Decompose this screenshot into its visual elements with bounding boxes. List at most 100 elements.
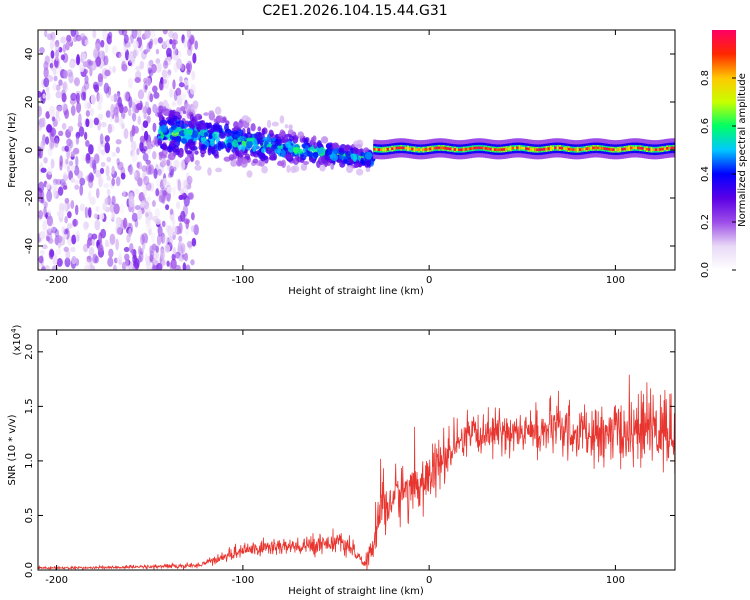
heatmap-cell [75,155,79,167]
heatmap-cell [117,161,124,171]
heatmap-cell [137,115,142,125]
heatmap-cell [130,112,135,119]
colorbar-label: Normalized spectral amplitude [737,73,748,227]
heatmap-cell [514,146,517,150]
heatmap-cell [95,56,102,67]
heatmap-cell [155,48,160,55]
heatmap-cell [182,262,187,270]
heatmap-cell [572,148,575,151]
heatmap-cell [122,190,126,198]
heatmap-cell [145,181,152,191]
heatmap-cell [576,148,580,152]
heatmap-cell [104,196,112,206]
heatmap-cell [67,202,71,210]
heatmap-cell [356,168,364,176]
heatmap-cell [382,148,385,152]
snr-y-scale-label: (x104) [10,324,23,355]
heatmap-cell [69,139,74,149]
heatmap-cell [161,187,168,196]
heatmap-cell [76,170,84,180]
heatmap-cell [106,35,112,45]
heatmap-cell [99,213,105,220]
heatmap-cell [424,148,428,151]
heatmap-cell [246,137,253,142]
heatmap-cell [344,144,352,153]
heatmap-cell [86,59,92,69]
heatmap-cell [203,132,209,137]
heatmap-cell [308,151,313,158]
heatmap-cell [94,219,101,231]
x-tick-label: -200 [45,275,68,286]
heatmap-cell [145,164,152,176]
heatmap-cell [75,55,81,66]
heatmap-cell [261,128,266,135]
heatmap-cell [41,244,48,250]
heatmap-cell [634,146,638,150]
heatmap-cell [207,146,213,153]
heatmap-cell [581,148,584,151]
heatmap-cell [85,154,91,164]
heatmap-cell [104,43,109,54]
heatmap-cell [469,147,473,150]
heatmap-cell [94,153,100,164]
heatmap-cell [83,265,91,270]
heatmap-cell [45,136,50,145]
heatmap-cell [92,48,99,59]
heatmap-cell [100,39,105,48]
heatmap-cell [435,146,439,150]
heatmap-cell [99,133,104,145]
heatmap-cell [316,140,322,149]
heatmap-cell [176,136,182,143]
heatmap-cell [141,165,148,172]
heatmap-cell [121,63,128,72]
heatmap-cell [155,58,161,65]
heatmap-cell [92,30,97,39]
heatmap-cell [131,30,138,39]
heatmap-cell [175,121,181,126]
heatmap-cell [103,182,110,189]
heatmap-cell [143,130,149,141]
heatmap-cell [89,196,96,206]
heatmap-cell [297,156,302,163]
heatmap-cell [104,69,111,77]
heatmap-cell [60,54,66,61]
heatmap-cell [178,82,185,88]
heatmap-cell [180,92,187,101]
heatmap-cell [70,177,75,184]
heatmap-cell [377,148,381,152]
heatmap-cell [88,172,94,183]
heatmap-cell [169,109,174,119]
y-tick-label: -40 [24,238,35,254]
heatmap-cell [83,131,88,140]
heatmap-cell [53,186,57,199]
heatmap-cell [478,146,481,150]
heatmap-cell [123,34,129,44]
heatmap-cell [172,79,176,90]
heatmap-cell [87,232,93,242]
heatmap-cell [112,264,117,270]
heatmap-cell [529,147,533,151]
heatmap-cell [449,147,452,151]
heatmap-cell [354,143,363,149]
heatmap-cell [143,49,148,55]
heatmap-cell [70,150,76,157]
heatmap-cell [124,253,130,261]
heatmap-cell [578,148,582,151]
heatmap-cell [225,147,230,152]
heatmap-cell [525,147,528,150]
heatmap-cell [85,259,91,268]
heatmap-cell [107,123,113,134]
heatmap-cell [86,255,92,263]
heatmap-cell [55,84,61,91]
heatmap-cell [330,162,335,170]
heatmap-cell [654,148,658,152]
heatmap-cell [176,126,182,132]
heatmap-cell [184,156,191,163]
heatmap-cell [80,91,86,101]
heatmap-cell [260,153,266,162]
heatmap-cell [596,146,600,150]
heatmap-cell [157,112,163,119]
heatmap-cell [50,140,55,150]
heatmap-cell [132,49,137,59]
